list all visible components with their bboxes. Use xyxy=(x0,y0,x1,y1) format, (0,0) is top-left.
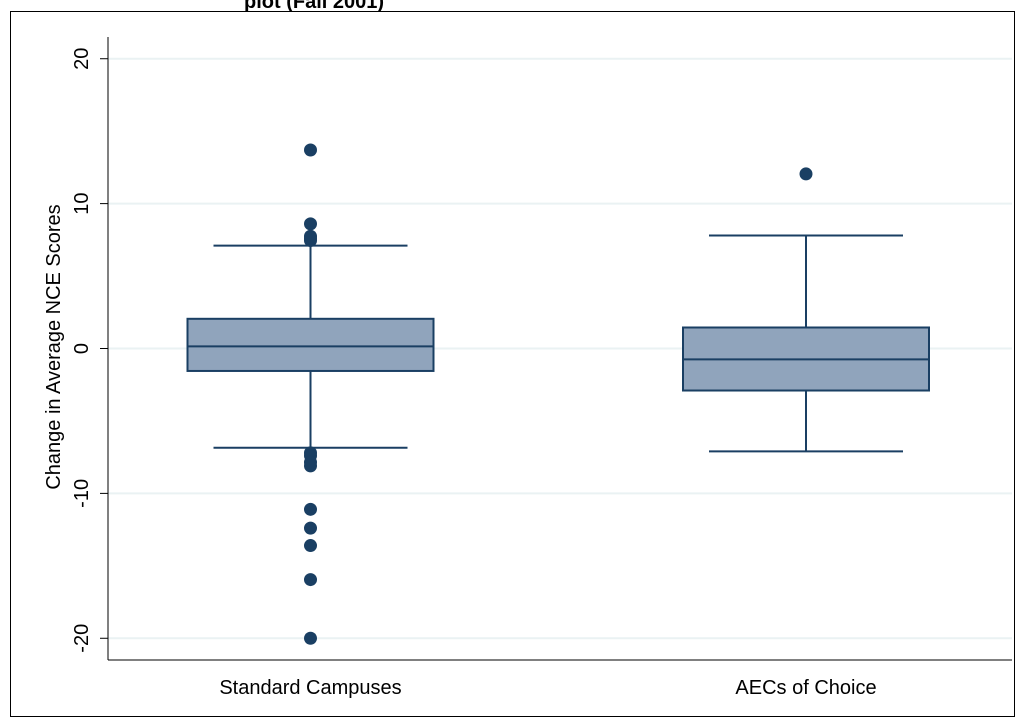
y-tick-label: -20 xyxy=(71,624,93,653)
x-category-label: AECs of Choice xyxy=(735,677,876,699)
outlier-point xyxy=(304,631,317,645)
box-body xyxy=(186,317,435,372)
outlier-point xyxy=(304,217,317,231)
boxplots-group xyxy=(186,143,930,645)
x-category-label: Standard Campuses xyxy=(219,677,401,699)
outlier-point xyxy=(799,167,813,181)
outlier-point xyxy=(304,573,317,587)
outlier-point xyxy=(304,234,317,248)
y-tick-label: 20 xyxy=(71,48,93,70)
y-axis-label: Change in Average NCE Scores xyxy=(43,204,65,489)
chart-frame xyxy=(10,11,1015,717)
y-tick-label: -10 xyxy=(71,479,93,508)
outlier-point xyxy=(304,459,317,473)
y-tick-label: 10 xyxy=(71,192,93,214)
outlier-point xyxy=(304,539,317,553)
y-tick-label: 0 xyxy=(71,343,93,354)
outlier-point xyxy=(304,521,317,535)
outlier-point xyxy=(304,502,317,516)
outlier-point xyxy=(304,143,317,157)
chart-title-fragment: plot (Fall 2001) xyxy=(244,0,384,13)
axes-group: -20 -10 0 10 20 Standard Campuses AECs of Choi… xyxy=(71,37,1012,699)
